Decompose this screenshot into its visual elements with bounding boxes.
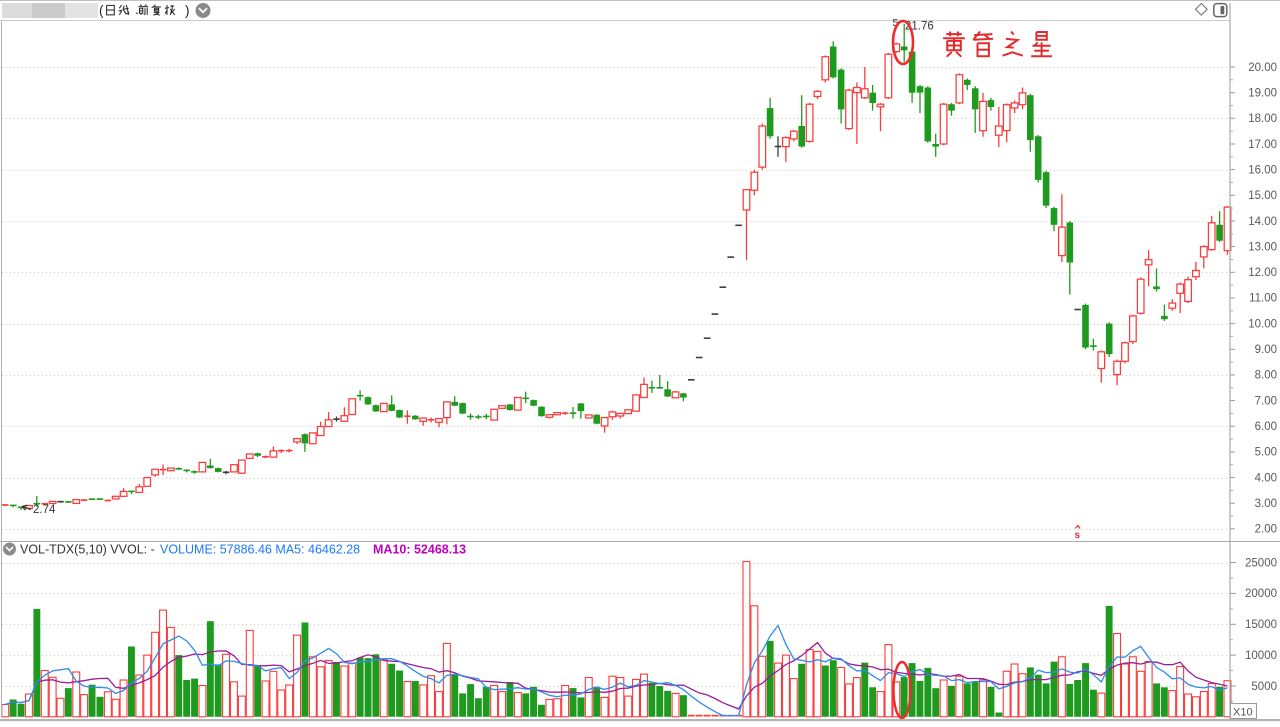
svg-text:VOL-TDX(5,10) VVOL: -: VOL-TDX(5,10) VVOL: - bbox=[20, 543, 155, 557]
svg-text:MA10: 52468.13: MA10: 52468.13 bbox=[373, 543, 466, 557]
svg-text:10.00: 10.00 bbox=[1248, 318, 1277, 330]
svg-text:15000: 15000 bbox=[1245, 619, 1277, 631]
svg-text:VOLUME: 57886.46 MA5: 46462.2: VOLUME: 57886.46 MA5: 46462.28 bbox=[160, 543, 360, 557]
svg-text:9.00: 9.00 bbox=[1255, 344, 1277, 356]
svg-text:3.00: 3.00 bbox=[1255, 498, 1277, 510]
svg-text:17.00: 17.00 bbox=[1248, 139, 1277, 151]
svg-text:19.00: 19.00 bbox=[1248, 88, 1277, 100]
svg-text:2.00: 2.00 bbox=[1255, 524, 1277, 536]
svg-text:2.74: 2.74 bbox=[33, 504, 56, 516]
svg-text:): ) bbox=[185, 3, 190, 18]
svg-text:5: 5 bbox=[893, 17, 899, 29]
svg-text:8.00: 8.00 bbox=[1255, 370, 1277, 382]
svg-text:18.00: 18.00 bbox=[1248, 113, 1277, 125]
svg-text:(: ( bbox=[99, 3, 104, 18]
svg-text:11.00: 11.00 bbox=[1249, 293, 1277, 305]
svg-text:X10: X10 bbox=[1233, 707, 1253, 719]
svg-text:15.00: 15.00 bbox=[1248, 190, 1277, 202]
svg-text:14.00: 14.00 bbox=[1248, 216, 1277, 228]
svg-text:4.00: 4.00 bbox=[1255, 472, 1277, 484]
svg-text:6.00: 6.00 bbox=[1255, 421, 1277, 433]
svg-text:13.00: 13.00 bbox=[1248, 241, 1277, 253]
svg-text:5000: 5000 bbox=[1251, 681, 1277, 693]
svg-text:12.00: 12.00 bbox=[1248, 267, 1277, 279]
svg-text:20.00: 20.00 bbox=[1248, 62, 1277, 74]
svg-text:s: s bbox=[1075, 530, 1081, 541]
svg-text:25000: 25000 bbox=[1245, 557, 1277, 569]
svg-text:5.00: 5.00 bbox=[1255, 447, 1277, 459]
svg-text:20000: 20000 bbox=[1245, 588, 1277, 600]
svg-text:7.00: 7.00 bbox=[1255, 395, 1277, 407]
svg-text:16.00: 16.00 bbox=[1248, 164, 1277, 176]
svg-text:10000: 10000 bbox=[1245, 650, 1277, 662]
